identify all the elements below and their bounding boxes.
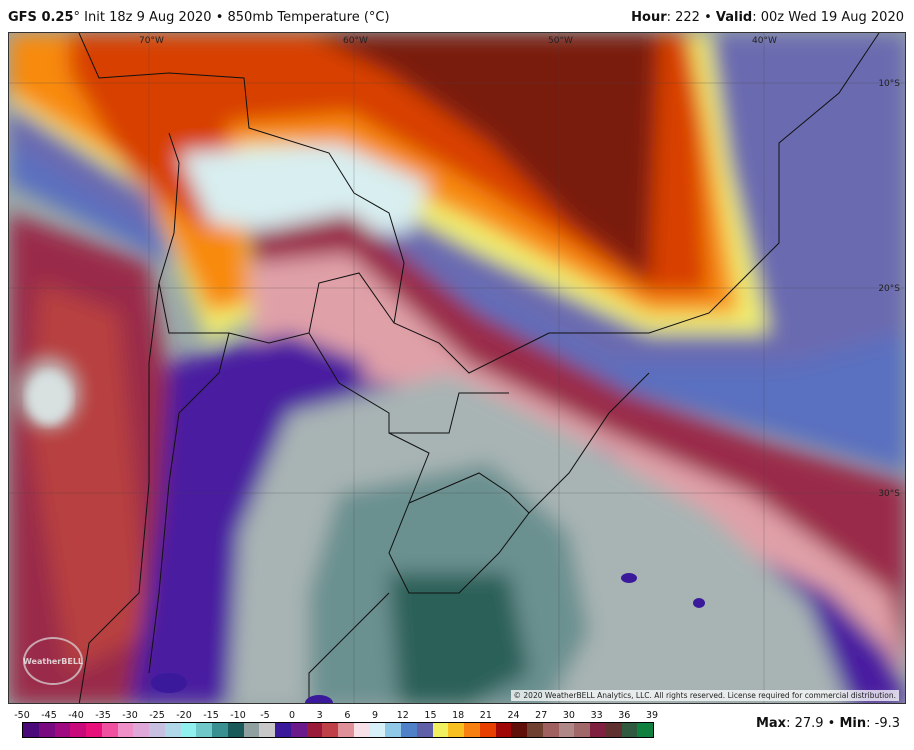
colorbar-swatch [133, 723, 149, 737]
colorbar-swatch [432, 723, 449, 737]
lon-label: 50°W [548, 36, 573, 46]
colorbar-tick-label: 27 [535, 710, 548, 721]
colorbar-swatch [527, 723, 543, 737]
colorbar-swatch [306, 723, 323, 737]
colorbar-swatch [479, 723, 496, 737]
colorbar-tick-label: -25 [149, 710, 165, 721]
colorbar-tick-label: 15 [424, 710, 437, 721]
colorbar-swatch [164, 723, 181, 737]
temperature-map[interactable]: 70°W 60°W 50°W 40°W 10°S 20°S 30°S Weath… [8, 32, 906, 704]
colorbar-tick-label: 33 [590, 710, 603, 721]
colorbar-tick-label: 21 [479, 710, 492, 721]
colorbar-swatch [511, 723, 527, 737]
colorbar-swatch [70, 723, 86, 737]
colorbar-swatch [290, 723, 307, 737]
lon-label: 40°W [752, 36, 777, 46]
colorbar-swatch [605, 723, 622, 737]
colorbar-swatch [38, 723, 55, 737]
model-name: GFS 0.25 [8, 10, 74, 25]
colorbar [22, 722, 654, 738]
max-label: Max [755, 716, 787, 731]
colorbar-swatch [590, 723, 606, 737]
colorbar-swatch [54, 723, 71, 737]
colorbar-swatch [117, 723, 134, 737]
valid-value: : 00z Wed 19 Aug 2020 [752, 10, 904, 25]
colorbar-tick-label: 18 [452, 710, 465, 721]
colorbar-tick-label: 36 [618, 710, 631, 721]
colorbar-swatch [353, 723, 370, 737]
colorbar-tick-label: -15 [203, 710, 219, 721]
lon-label: 60°W [343, 36, 368, 46]
colorbar-tick-label: 39 [645, 710, 659, 721]
map-title: GFS 0.25° Init 18z 9 Aug 2020 • 850mb Te… [8, 10, 390, 25]
degree-symbol: ° [73, 10, 81, 25]
colorbar-swatch [86, 723, 102, 737]
max-min: Max: 27.9 • Min: -9.3 [756, 716, 900, 731]
colorbar-swatch [212, 723, 228, 737]
colorbar-tick-label: -30 [122, 710, 138, 721]
colorbar-swatch [149, 723, 165, 737]
colorbar-swatch [621, 723, 638, 737]
colorbar-tick-label: -10 [230, 710, 246, 721]
colorbar-tick-label: 24 [507, 710, 520, 721]
colorbar-swatch [448, 723, 464, 737]
weatherbell-logo: WeatherBELL [23, 637, 83, 685]
colorbar-tick-label: 3 [316, 710, 323, 721]
colorbar-swatch [275, 723, 291, 737]
colorbar-tick-label: -20 [176, 710, 192, 721]
lat-label: 30°S [878, 489, 900, 499]
colorbar-swatch [369, 723, 386, 737]
colorbar-swatch [338, 723, 354, 737]
colorbar-swatch [385, 723, 401, 737]
colorbar-swatch [558, 723, 575, 737]
colorbar-tick-label: -50 [14, 710, 30, 721]
country-borders [78, 33, 880, 703]
valid-time: Hour: 222 • Valid: 00z Wed 19 Aug 2020 [631, 10, 904, 25]
colorbar-swatch [322, 723, 338, 737]
colorbar-swatch [495, 723, 512, 737]
colorbar-tick-label: 6 [344, 710, 351, 721]
colorbar-swatch [180, 723, 197, 737]
colorbar-swatch [542, 723, 559, 737]
min-label: Min [839, 716, 867, 731]
colorbar-tick-label: -45 [41, 710, 57, 721]
colorbar-swatch [574, 723, 590, 737]
colorbar-swatch [259, 723, 275, 737]
logo-text: WeatherBELL [23, 656, 84, 666]
hour-label: Hour [631, 10, 667, 25]
valid-label: Valid [715, 10, 753, 25]
colorbar-swatch [637, 723, 653, 737]
colorbar-tick-label: 9 [372, 710, 379, 721]
colorbar-tick-label: -40 [68, 710, 84, 721]
colorbar-tick-label: 30 [562, 710, 575, 721]
colorbar-swatch [464, 723, 480, 737]
min-value: : -9.3 [866, 716, 900, 731]
colorbar-swatch [227, 723, 244, 737]
lat-label: 20°S [878, 284, 900, 294]
lon-label: 70°W [139, 36, 164, 46]
colorbar-tick-label: -5 [260, 710, 270, 721]
colorbar-tick-label: 12 [396, 710, 409, 721]
colorbar-swatch [23, 723, 39, 737]
colorbar-tick-label: 0 [288, 710, 296, 721]
init-info: Init 18z 9 Aug 2020 • 850mb Temperature … [84, 10, 390, 25]
colorbar-tick-label: -35 [95, 710, 111, 721]
colorbar-swatch [196, 723, 212, 737]
temperature-field [9, 33, 905, 703]
colorbar-swatch [401, 723, 417, 737]
colorbar-swatch [416, 723, 433, 737]
hour-value: : 222 • [666, 10, 716, 25]
copyright-notice: © 2020 WeatherBELL Analytics, LLC. All r… [510, 690, 899, 701]
colorbar-swatch [101, 723, 118, 737]
max-value: : 27.9 • [786, 716, 840, 731]
colorbar-swatch [243, 723, 260, 737]
lat-label: 10°S [878, 79, 900, 89]
